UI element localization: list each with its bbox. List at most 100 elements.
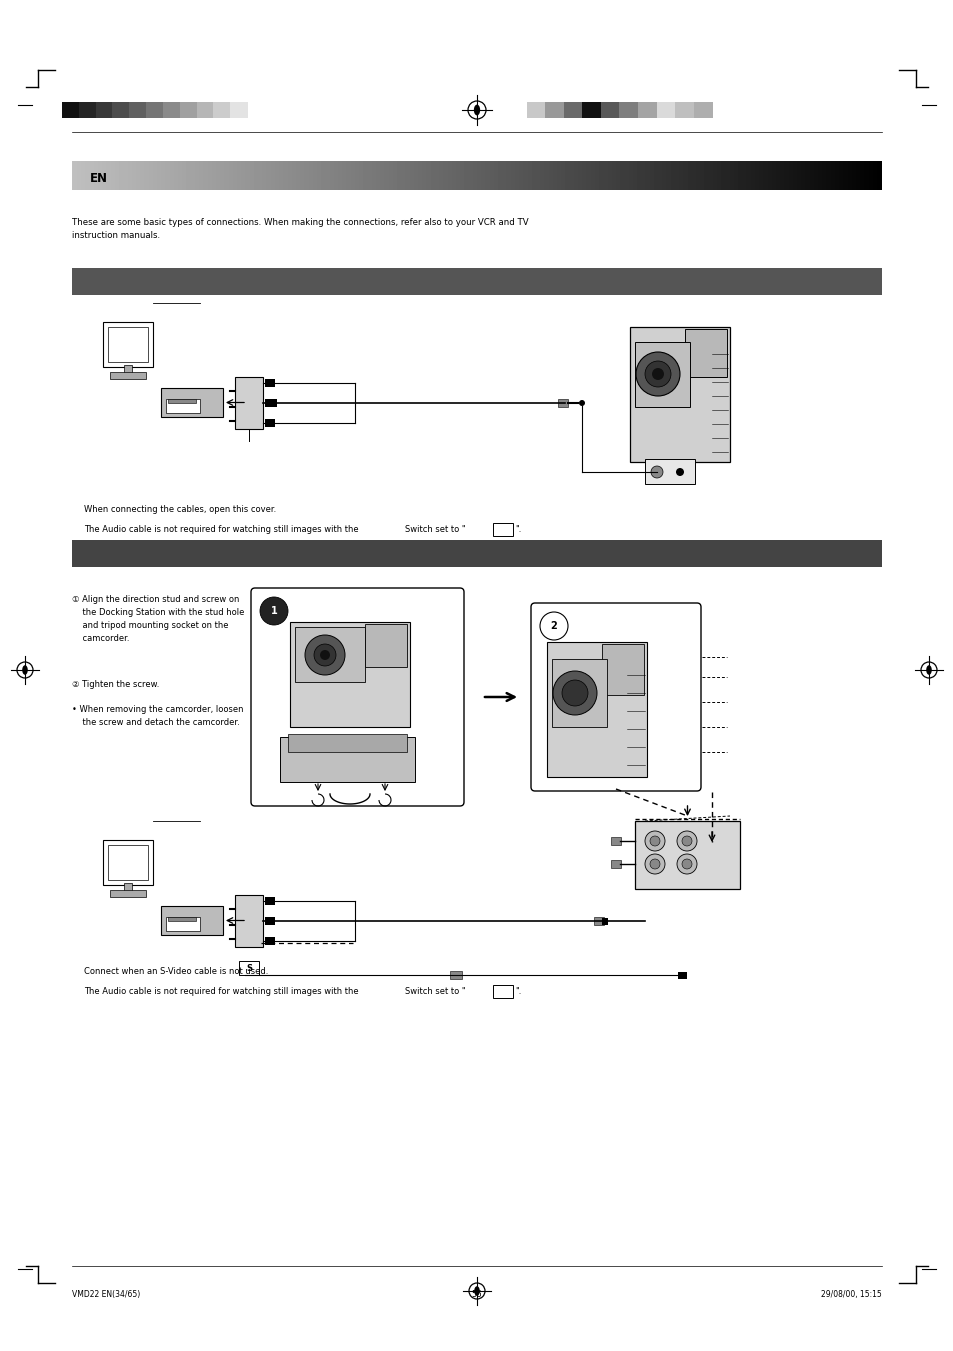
Circle shape [305,635,345,676]
Ellipse shape [474,104,479,115]
Circle shape [561,680,587,707]
Bar [166,399,200,413]
Text: Switch set to ": Switch set to " [405,526,465,534]
Bar [450,971,461,979]
Circle shape [539,612,567,640]
Bar [234,894,263,947]
Bar [600,101,619,119]
Bar [638,101,657,119]
Bar [130,101,147,119]
Bar [675,101,694,119]
Bar [163,101,180,119]
Circle shape [636,353,679,396]
Text: EN: EN [90,172,108,185]
Text: • When removing the camcorder, loosen
    the screw and detach the camcorder.: • When removing the camcorder, loosen th… [71,705,243,727]
Circle shape [644,854,664,874]
Bar [644,459,695,484]
Bar [265,399,276,407]
Bar [79,101,96,119]
Bar [168,917,195,921]
Bar [545,101,564,119]
Text: Connect when an S-Video cable is not used.: Connect when an S-Video cable is not use… [84,967,268,975]
Circle shape [314,644,335,666]
Bar [95,101,113,119]
Bar [265,897,274,905]
Bar [290,621,410,727]
Bar [601,644,643,694]
Bar [166,916,200,931]
Bar [108,327,148,362]
Bar [265,917,274,925]
Ellipse shape [22,665,28,674]
Circle shape [676,467,683,476]
Text: S: S [246,963,252,973]
Text: The Audio cable is not required for watching still images with the: The Audio cable is not required for watc… [84,988,358,996]
Bar [546,642,646,777]
Bar [239,961,258,975]
Circle shape [681,859,691,869]
Circle shape [649,836,659,846]
Bar [161,907,223,935]
Bar [124,365,132,374]
Bar [610,861,620,867]
Bar [635,342,689,407]
Circle shape [644,831,664,851]
Bar [108,844,148,880]
Text: ".: ". [515,526,521,534]
Bar [601,917,607,924]
Circle shape [677,831,697,851]
Bar [618,101,639,119]
Bar [103,322,152,367]
Circle shape [650,466,662,478]
Bar [288,734,407,753]
Bar [552,659,606,727]
Bar [230,101,248,119]
Bar [110,890,146,897]
Bar [168,399,195,403]
Bar [594,917,603,925]
Bar [179,101,197,119]
Bar [213,101,231,119]
Circle shape [651,367,663,380]
Bar [265,938,274,944]
Bar [493,523,513,536]
Bar [526,101,546,119]
Bar [558,399,567,407]
Circle shape [553,671,597,715]
Bar [161,388,223,417]
Bar [62,101,80,119]
Bar [280,738,415,782]
Circle shape [578,400,584,407]
Bar [610,838,620,844]
Bar [629,327,729,462]
Bar [265,419,274,427]
Text: These are some basic types of connections. When making the connections, refer al: These are some basic types of connection… [71,218,528,240]
Circle shape [677,854,697,874]
Bar [635,821,740,889]
Bar [234,377,263,430]
Bar [71,540,882,567]
Text: 56: 56 [471,1290,482,1300]
Bar [493,985,513,998]
Ellipse shape [925,665,931,674]
Text: ".: ". [515,988,521,996]
Bar [365,624,407,667]
Text: VMD22 EN(34/65): VMD22 EN(34/65) [71,1290,140,1300]
Bar [124,884,132,892]
Bar [656,101,676,119]
Bar [265,380,274,386]
Text: ② Tighten the screw.: ② Tighten the screw. [71,680,159,689]
Text: The Audio cable is not required for watching still images with the: The Audio cable is not required for watc… [84,526,358,534]
Bar [196,101,214,119]
Bar [582,101,601,119]
Bar [112,101,131,119]
Bar [693,101,712,119]
Bar [110,372,146,380]
Circle shape [644,361,670,386]
Circle shape [260,597,288,626]
Bar [71,267,882,295]
Text: Switch set to ": Switch set to " [405,988,465,996]
Circle shape [649,859,659,869]
Bar [563,101,583,119]
Circle shape [319,650,330,661]
